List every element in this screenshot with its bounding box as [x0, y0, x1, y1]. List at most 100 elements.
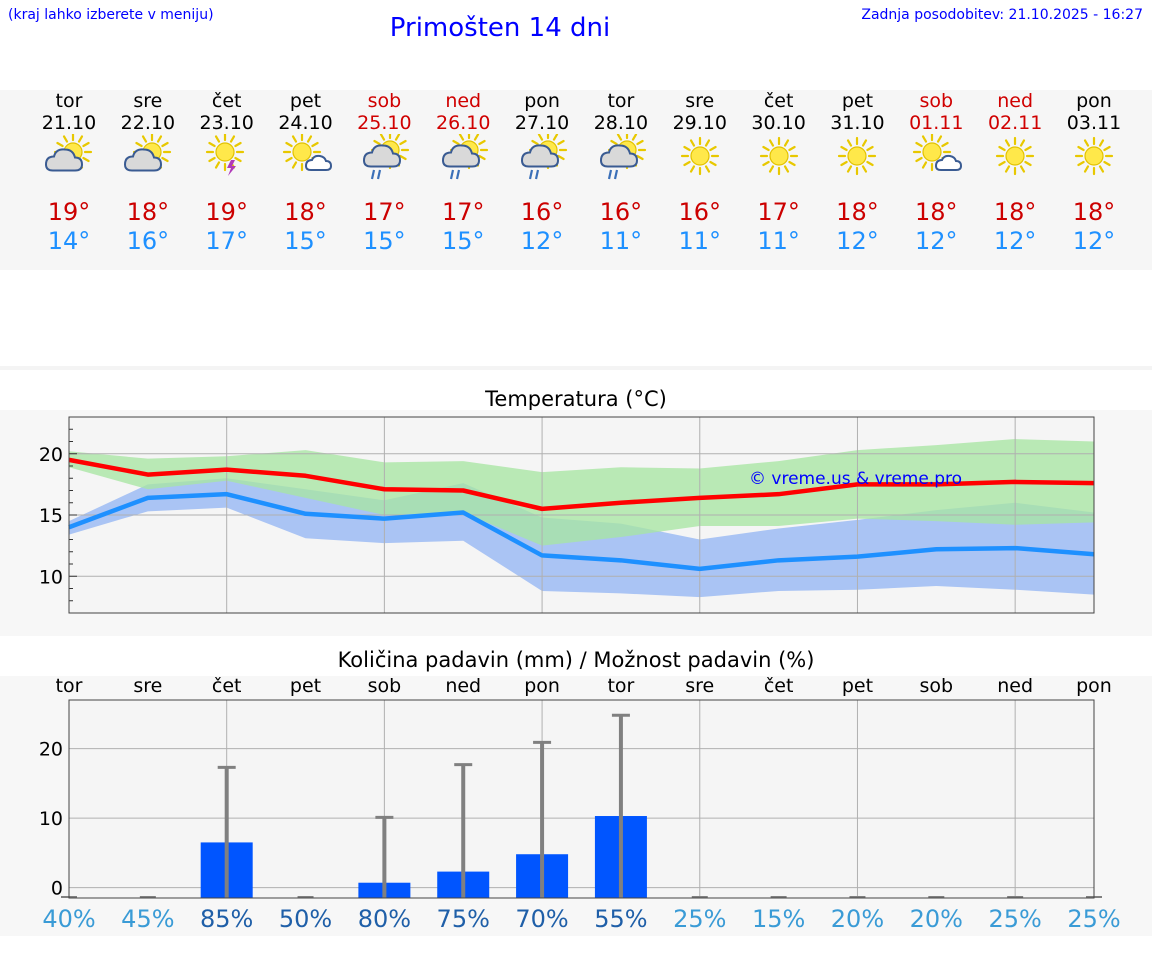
sun-small-cloud-icon	[913, 134, 963, 172]
max-temperature: 18°	[284, 198, 327, 226]
sun-icon	[1074, 136, 1114, 176]
min-temperature: 14°	[47, 227, 91, 255]
precipitation-probability: 55%	[594, 905, 647, 933]
max-temperature-band	[69, 439, 1094, 546]
day-name: sob	[367, 90, 402, 112]
precipitation-probability: 25%	[673, 905, 726, 933]
max-temperature: 16°	[599, 198, 643, 226]
day-date: 30.10	[751, 112, 806, 134]
day-date: 22.10	[120, 112, 176, 134]
min-temperature: 15°	[284, 227, 327, 255]
x-tick-label: ned	[997, 675, 1033, 697]
y-tick-label: 15	[39, 505, 63, 527]
day-date: 29.10	[672, 112, 727, 134]
y-tick-label: 20	[39, 444, 63, 466]
day-name: pon	[524, 90, 560, 112]
day-name: sre	[133, 90, 163, 112]
precipitation-probability: 25%	[988, 905, 1041, 933]
max-temperature: 16°	[520, 198, 564, 226]
sun-cloud-rain-icon	[521, 134, 568, 180]
day-name: tor	[607, 90, 635, 112]
location-hint: (kraj lahko izberete v meniju)	[8, 7, 214, 23]
sun-icon	[838, 136, 877, 176]
min-temperature: 15°	[441, 227, 485, 255]
day-name: tor	[55, 90, 83, 112]
temperature-chart-title: Temperatura (°C)	[485, 387, 667, 411]
sun-small-cloud-icon	[282, 134, 332, 172]
x-tick-label: sre	[133, 675, 162, 697]
min-temperature: 11°	[599, 227, 643, 255]
min-temperature: 11°	[678, 227, 722, 255]
x-tick-label: čet	[764, 675, 794, 697]
day-date: 03.11	[1066, 112, 1122, 134]
plot-frame	[68, 699, 1095, 899]
sun-thunder-icon	[205, 134, 244, 176]
precipitation-probability: 45%	[121, 905, 174, 933]
max-temperature: 17°	[441, 198, 485, 226]
day-name: sre	[685, 90, 715, 112]
y-tick-label: 10	[39, 808, 63, 830]
min-temperature: 12°	[520, 227, 564, 255]
max-temperature: 18°	[1072, 198, 1116, 226]
day-name: pet	[841, 90, 874, 112]
max-temperature: 19°	[47, 198, 91, 226]
x-tick-label: sre	[685, 675, 714, 697]
min-temperature-line	[68, 491, 1095, 572]
temperature-plot: 10 15 20 © vreme.us & vreme.pro	[0, 410, 1152, 636]
precipitation-probability: 40%	[42, 905, 95, 933]
sun-icon	[759, 136, 798, 176]
x-tick-label: pet	[842, 675, 873, 697]
max-temperature: 16°	[678, 198, 722, 226]
day-date: 31.10	[830, 112, 885, 134]
max-temperature-line	[68, 457, 1095, 512]
precipitation-probability: 20%	[831, 905, 884, 933]
precipitation-probability: 75%	[437, 905, 490, 933]
day-date: 28.10	[593, 112, 649, 134]
day-name: sob	[919, 90, 954, 112]
precipitation-probability: 20%	[910, 905, 963, 933]
sun-cloud-rain-icon	[442, 134, 489, 180]
page-title: Primošten 14 dni	[389, 13, 611, 43]
x-tick-label: čet	[212, 675, 242, 697]
max-temperature: 18°	[126, 198, 170, 226]
min-temperature: 11°	[757, 227, 800, 255]
plot-frame	[68, 416, 1095, 614]
day-name: ned	[445, 90, 482, 112]
min-temperature: 16°	[126, 227, 170, 255]
day-name: ned	[997, 90, 1034, 112]
max-temperature: 18°	[836, 198, 879, 226]
day-date: 01.11	[909, 112, 964, 134]
max-temperature: 18°	[915, 198, 958, 226]
day-name: pet	[289, 90, 322, 112]
temperature-chart: Temperatura (°C) 10 15 20 © vreme.us & vrem…	[0, 380, 1152, 636]
day-date: 23.10	[199, 112, 254, 134]
partly-cloudy-icon	[123, 134, 171, 172]
x-tick-label: ned	[445, 675, 481, 697]
daily-forecast-strip: tor 21.10 19° 14° sre 22.10 18° 16° čet 23.10 19° 1…	[0, 90, 1152, 270]
x-tick-label: pon	[1076, 675, 1112, 697]
day-date: 24.10	[278, 112, 333, 134]
y-tick-label: 0	[51, 878, 63, 900]
precipitation-chart: Količina padavin (mm) / Možnost padavin …	[0, 636, 1152, 936]
precipitation-probability: 25%	[1067, 905, 1120, 933]
watermark: © vreme.us & vreme.pro	[749, 469, 962, 489]
precipitation-probability: 15%	[752, 905, 805, 933]
sun-cloud-rain-icon	[363, 134, 410, 180]
partly-cloudy-icon	[44, 134, 93, 172]
x-tick-label: tor	[56, 675, 83, 697]
day-date: 21.10	[41, 112, 97, 134]
day-name: čet	[763, 90, 794, 112]
min-temperature: 12°	[915, 227, 958, 255]
precipitation-probability: 70%	[515, 905, 568, 933]
x-tick-label: pet	[290, 675, 321, 697]
last-updated: Zadnja posodobitev: 21.10.2025 - 16:27	[861, 7, 1143, 23]
x-tick-label: sob	[368, 675, 402, 697]
precipitation-probability: 85%	[200, 905, 253, 933]
sun-icon	[996, 136, 1035, 176]
precipitation-probability: 80%	[358, 905, 411, 933]
x-tick-label: pon	[524, 675, 560, 697]
max-temperature: 17°	[757, 198, 800, 226]
max-temperature: 17°	[363, 198, 406, 226]
min-temperature: 12°	[1072, 227, 1116, 255]
sun-cloud-rain-icon	[599, 134, 647, 180]
